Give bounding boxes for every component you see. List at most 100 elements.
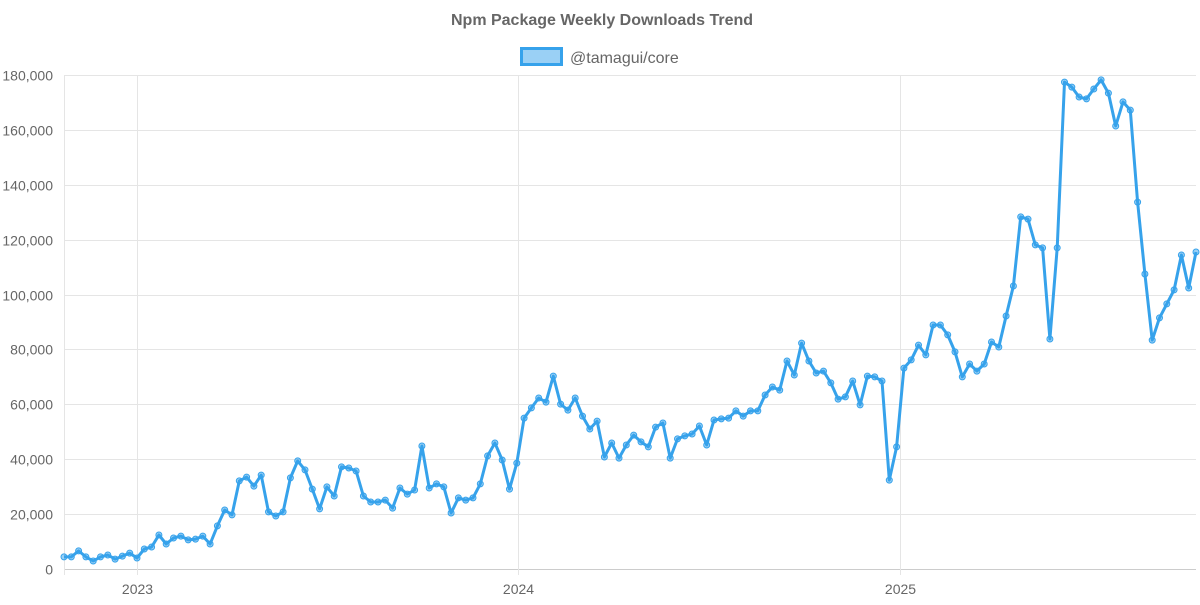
data-point[interactable] [652,423,660,431]
data-point[interactable] [695,422,703,430]
data-point[interactable] [126,549,134,557]
data-point[interactable] [1075,93,1083,101]
data-point[interactable] [199,532,207,540]
data-point[interactable] [915,341,922,349]
data-point[interactable] [359,492,367,500]
data-point[interactable] [418,442,426,450]
data-point[interactable] [790,371,798,379]
data-point[interactable] [301,466,309,474]
data-point[interactable] [140,545,148,553]
data-point[interactable] [1068,83,1076,91]
data-point[interactable] [323,483,331,491]
data-point[interactable] [484,452,492,460]
data-point[interactable] [104,551,112,559]
data-point[interactable] [849,377,857,385]
data-point[interactable] [403,490,411,498]
data-point[interactable] [798,339,806,347]
data-point[interactable] [294,457,302,465]
data-point[interactable] [162,540,170,548]
data-point[interactable] [97,553,104,561]
data-point[interactable] [381,496,389,504]
data-point[interactable] [841,393,849,401]
data-point[interactable] [1185,284,1193,292]
data-point[interactable] [980,360,988,368]
data-point[interactable] [761,391,769,399]
data-point[interactable] [184,536,192,544]
data-point[interactable] [827,379,835,387]
data-point[interactable] [89,557,97,565]
data-point[interactable] [557,400,565,408]
data-point[interactable] [666,454,674,462]
data-point[interactable] [111,555,119,563]
data-point[interactable] [1126,106,1134,114]
data-point[interactable] [1039,244,1047,252]
data-point[interactable] [1083,95,1090,103]
data-point[interactable] [863,372,871,380]
data-point[interactable] [688,430,696,438]
data-point[interactable] [330,492,338,500]
data-point[interactable] [1002,312,1010,320]
data-point[interactable] [352,467,360,475]
data-point[interactable] [966,360,974,368]
data-point[interactable] [367,498,375,506]
data-point[interactable] [1024,215,1032,223]
data-point[interactable] [440,483,448,491]
data-point[interactable] [951,348,959,356]
data-point[interactable] [1192,248,1200,256]
data-point[interactable] [67,553,75,561]
data-point[interactable] [279,508,287,516]
data-point[interactable] [988,338,995,346]
data-point[interactable] [747,407,754,415]
data-point[interactable] [221,506,229,514]
data-point[interactable] [250,482,258,490]
data-point[interactable] [681,432,689,440]
data-point[interactable] [717,415,725,423]
data-point[interactable] [213,522,221,530]
data-point[interactable] [571,394,579,402]
data-point[interactable] [834,395,842,403]
data-point[interactable] [1170,286,1178,294]
data-point[interactable] [1119,98,1127,106]
data-point[interactable] [396,484,404,492]
data-point[interactable] [608,439,616,447]
data-point[interactable] [805,357,813,365]
data-point[interactable] [776,386,784,394]
data-point[interactable] [1156,314,1163,322]
data-point[interactable] [1141,270,1149,278]
data-point[interactable] [732,407,740,415]
data-point[interactable] [506,485,513,493]
data-point[interactable] [1112,122,1120,130]
data-point[interactable] [206,540,214,548]
data-point[interactable] [600,453,608,461]
data-point[interactable] [1009,282,1017,290]
data-point[interactable] [148,543,156,551]
data-point[interactable] [820,367,827,375]
data-point[interactable] [469,494,477,502]
data-point[interactable] [527,404,535,412]
data-point[interactable] [1031,241,1039,249]
data-point[interactable] [170,534,177,542]
data-point[interactable] [286,474,294,482]
data-point[interactable] [243,473,251,481]
data-point[interactable] [1090,85,1098,93]
data-point[interactable] [944,331,952,339]
data-point[interactable] [265,508,272,516]
data-point[interactable] [856,401,864,409]
data-point[interactable] [637,438,645,446]
data-point[interactable] [703,441,711,449]
data-point[interactable] [586,425,594,433]
data-point[interactable] [1046,335,1054,343]
data-point[interactable] [1163,300,1171,308]
data-point[interactable] [739,412,747,420]
data-point[interactable] [615,454,623,462]
data-point[interactable] [1061,78,1068,86]
data-point[interactable] [564,406,572,414]
data-point[interactable] [768,383,776,391]
data-point[interactable] [257,471,265,479]
data-point[interactable] [579,412,586,420]
data-point[interactable] [345,464,353,472]
data-point[interactable] [447,509,455,517]
data-point[interactable] [725,414,733,422]
data-point[interactable] [228,511,236,519]
data-point[interactable] [812,369,820,377]
